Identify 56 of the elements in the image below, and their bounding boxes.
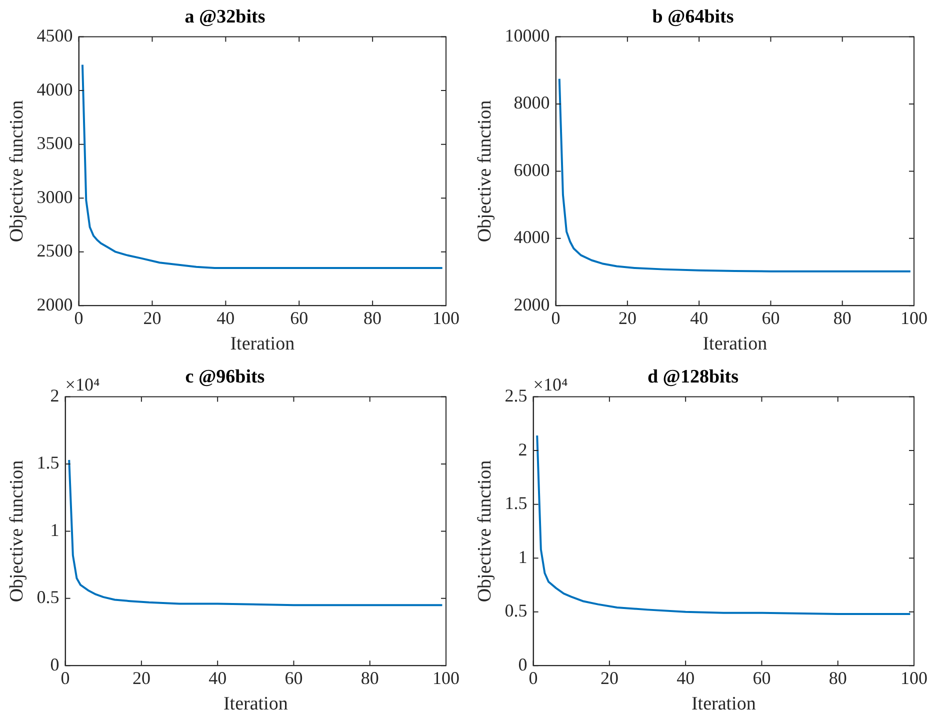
y-tick-label: 1.5 (36, 452, 60, 473)
y-tick-label: 8000 (514, 92, 550, 113)
x-tick-label: 100 (432, 668, 460, 688)
y-axis-title: Objective function (474, 460, 496, 602)
x-axis-title: Iteration (223, 694, 288, 715)
chart-title: d @128bits (647, 366, 739, 388)
x-tick-label: 80 (833, 308, 852, 328)
x-tick-label: 40 (216, 308, 235, 328)
y-tick-label: 2000 (36, 294, 73, 314)
x-axis-title: Iteration (230, 334, 296, 355)
x-axis-title: Iteration (691, 694, 756, 715)
chart-title: c @96bits (185, 366, 265, 388)
y-tick-label: 6000 (514, 160, 550, 180)
y-tick-label: 4000 (514, 227, 550, 248)
x-tick-label: 40 (690, 308, 708, 328)
y-tick-label: 0.5 (36, 587, 60, 608)
x-tick-label: 20 (618, 308, 636, 328)
text: ×10⁴ (533, 374, 568, 395)
y-tick-label: 2500 (36, 240, 73, 261)
x-tick-label: 40 (208, 668, 227, 688)
x-tick-label: 60 (290, 308, 308, 328)
y-tick-label: 2 (518, 439, 528, 460)
y-axis-title: Objective function (6, 100, 28, 242)
x-tick-label: 100 (900, 308, 928, 328)
y-tick-label: 1.5 (504, 493, 528, 514)
x-tick-label: 80 (360, 668, 379, 688)
x-tick-label: 80 (364, 308, 382, 328)
x-axis-title: Iteration (702, 334, 768, 355)
x-tick-label: 60 (762, 308, 780, 328)
x-tick-label: 60 (284, 668, 303, 688)
y-tick-label: 0 (518, 654, 528, 674)
y-tick-label: 1 (518, 546, 528, 567)
y-tick-label: 10000 (504, 26, 550, 46)
y-axis-title: Objective function (6, 460, 28, 602)
x-tick-label: 60 (752, 668, 771, 688)
y-tick-label: 2.5 (504, 386, 528, 406)
x-tick-label: 20 (143, 308, 162, 328)
y-tick-label: 0 (50, 654, 60, 674)
y-tick-label: 1 (50, 520, 60, 540)
chart-title: a @32bits (184, 6, 266, 28)
x-tick-label: 100 (900, 668, 928, 688)
x-tick-label: 100 (432, 308, 460, 328)
x-tick-label: 40 (676, 668, 695, 688)
y-tick-label: 3000 (36, 186, 73, 207)
y-tick-label: 2000 (514, 294, 550, 314)
x-tick-label: 20 (600, 668, 618, 688)
y-axis-title: Objective function (474, 100, 496, 242)
y-tick-label: 4500 (36, 26, 73, 46)
x-tick-label: 20 (132, 668, 150, 688)
y-tick-label: 2 (50, 386, 60, 406)
y-tick-label: 3500 (36, 133, 73, 154)
y-tick-label: 4000 (36, 79, 73, 100)
y-tick-label: 0.5 (504, 600, 528, 621)
chart-title: b @64bits (652, 6, 734, 28)
text: ×10⁴ (65, 374, 100, 395)
x-tick-label: 80 (828, 668, 847, 688)
